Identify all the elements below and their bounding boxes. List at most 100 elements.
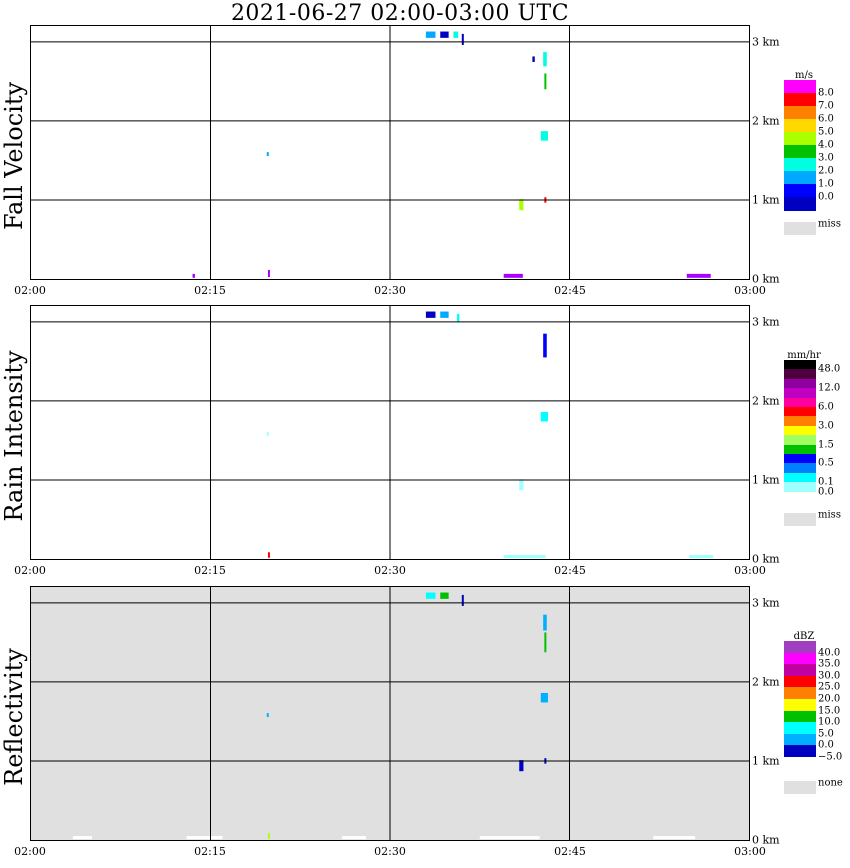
rain-intensity-panel-label: Rain Intensity bbox=[0, 350, 28, 522]
rain-intensity-echo bbox=[503, 555, 546, 559]
fall-velocity-height-tick-label: 0 km bbox=[752, 272, 780, 286]
reflectivity-echo bbox=[186, 836, 223, 840]
fall-velocity-echo bbox=[192, 273, 195, 278]
rain-intensity-height-tick-label: 1 km bbox=[752, 473, 780, 487]
reflectivity-height-tick-label: 3 km bbox=[752, 596, 780, 610]
fall-velocity-echo bbox=[461, 33, 464, 45]
rain-intensity-colorbar-unit: mm/hr bbox=[787, 350, 821, 361]
rain-intensity-echo bbox=[266, 432, 269, 437]
fall-velocity-echo bbox=[267, 269, 270, 278]
rain-intensity-x-tick-label: 02:45 bbox=[554, 564, 586, 577]
reflectivity-echo bbox=[544, 632, 547, 653]
reflectivity-colorbar-level: 30.0 bbox=[818, 670, 841, 682]
fall-velocity-colorbar-level: 3.0 bbox=[818, 152, 834, 164]
rain-intensity-colorbar-swatch bbox=[784, 397, 816, 408]
rain-intensity-colorbar-level: 6.0 bbox=[818, 401, 834, 413]
fall-velocity-colorbar-level: 2.0 bbox=[818, 165, 834, 177]
rain-intensity-colorbar-level: 12.0 bbox=[818, 382, 841, 394]
rain-intensity-echo bbox=[689, 555, 714, 559]
reflectivity-colorbar-swatch bbox=[784, 675, 816, 688]
fall-velocity-x-tick-label: 02:45 bbox=[554, 284, 586, 297]
reflectivity-colorbar-level: −5.0 bbox=[818, 751, 843, 763]
reflectivity-colorbar-swatch bbox=[784, 757, 816, 770]
reflectivity-plot-area bbox=[30, 586, 750, 841]
rain-intensity-colorbar-miss-label: miss bbox=[818, 509, 841, 521]
fall-velocity-x-tick-label: 03:00 bbox=[734, 284, 766, 297]
reflectivity-colorbar-swatch bbox=[784, 687, 816, 700]
fall-velocity-colorbar-swatch bbox=[784, 132, 816, 146]
reflectivity-svg bbox=[31, 587, 749, 840]
rain-intensity-echo bbox=[519, 479, 524, 491]
rain-intensity-colorbar-swatch bbox=[784, 425, 816, 436]
fall-velocity-colorbar-unit: m/s bbox=[795, 70, 813, 81]
reflectivity-height-tick-label: 0 km bbox=[752, 833, 780, 847]
reflectivity-echo bbox=[543, 614, 547, 631]
reflectivity-colorbar-level: 40.0 bbox=[818, 647, 841, 659]
reflectivity-echo bbox=[653, 836, 696, 840]
rain-intensity-echo bbox=[540, 411, 548, 422]
fall-velocity-plot-area bbox=[30, 25, 750, 280]
reflectivity-height-tick-label: 1 km bbox=[752, 754, 780, 768]
reflectivity-echo bbox=[519, 760, 524, 772]
rain-intensity-colorbar-level: 0.0 bbox=[818, 486, 834, 498]
rain-intensity-height-tick-label: 2 km bbox=[752, 394, 780, 408]
rain-intensity-colorbar-swatch bbox=[784, 407, 816, 417]
fall-velocity-echo bbox=[519, 199, 524, 211]
reflectivity-colorbar-swatch bbox=[784, 664, 816, 677]
reflectivity-colorbar-level: 5.0 bbox=[818, 728, 834, 740]
fall-velocity-x-tick-label: 02:15 bbox=[194, 284, 226, 297]
reflectivity-x-tick-label: 03:00 bbox=[734, 845, 766, 858]
rain-intensity-colorbar-swatch bbox=[784, 463, 816, 474]
fall-velocity-colorbar-miss-label: miss bbox=[818, 218, 841, 230]
fall-velocity-echo bbox=[453, 31, 459, 38]
fall-velocity-echo bbox=[540, 131, 548, 141]
fall-velocity-echo bbox=[686, 273, 711, 278]
rain-intensity-colorbar-swatch bbox=[784, 360, 816, 370]
fall-velocity-colorbar-level: 7.0 bbox=[818, 100, 834, 112]
rain-intensity-colorbar-swatch bbox=[784, 388, 816, 399]
fall-velocity-height-tick-label: 3 km bbox=[752, 35, 780, 49]
rain-intensity-echo bbox=[543, 333, 547, 358]
fall-velocity-colorbar-miss-swatch bbox=[784, 222, 816, 235]
fall-velocity-echo bbox=[440, 31, 449, 38]
fall-velocity-echo bbox=[503, 273, 523, 278]
rain-intensity-height-tick-label: 0 km bbox=[752, 552, 780, 566]
reflectivity-echo bbox=[479, 836, 540, 840]
fall-velocity-echo bbox=[266, 152, 269, 157]
fall-velocity-colorbar-level: 1.0 bbox=[818, 178, 834, 190]
fall-velocity-colorbar-level: 5.0 bbox=[818, 126, 834, 138]
rain-intensity-echo bbox=[267, 552, 270, 558]
fall-velocity-colorbar-swatch bbox=[784, 145, 816, 159]
fall-velocity-echo bbox=[532, 56, 535, 62]
fall-velocity-height-tick-label: 1 km bbox=[752, 193, 780, 207]
rain-intensity-colorbar-level: 0.5 bbox=[818, 457, 834, 469]
rain-intensity-colorbar-level: 48.0 bbox=[818, 363, 841, 375]
reflectivity-colorbar-level: 20.0 bbox=[818, 693, 841, 705]
rain-intensity-plot-area bbox=[30, 305, 750, 560]
reflectivity-echo bbox=[425, 592, 436, 599]
rain-intensity-colorbar-swatch bbox=[784, 444, 816, 455]
fall-velocity-colorbar-swatch bbox=[784, 80, 816, 94]
rain-intensity-x-tick-label: 03:00 bbox=[734, 564, 766, 577]
rain-intensity-colorbar-swatch bbox=[784, 472, 816, 483]
fall-velocity-colorbar-level: 0.0 bbox=[818, 191, 834, 203]
reflectivity-colorbar-miss-label: none bbox=[818, 777, 843, 789]
reflectivity-colorbar-swatch bbox=[784, 710, 816, 723]
rain-intensity-colorbar-miss-swatch bbox=[784, 513, 816, 526]
fall-velocity-panel: Fall Velocity 02:00 02:15 02:30 02:45 03:00 3 … bbox=[0, 20, 850, 300]
rain-intensity-colorbar-swatch bbox=[784, 378, 816, 389]
rain-intensity-height-tick-label: 3 km bbox=[752, 315, 780, 329]
rain-intensity-colorbar-swatch bbox=[784, 369, 816, 380]
reflectivity-echo bbox=[342, 836, 367, 840]
rain-intensity-echo bbox=[440, 311, 449, 318]
rain-intensity-x-tick-label: 02:15 bbox=[194, 564, 226, 577]
reflectivity-colorbar-swatch bbox=[784, 699, 816, 712]
reflectivity-colorbar-level: 25.0 bbox=[818, 681, 841, 693]
rain-intensity-colorbar-level: 3.0 bbox=[818, 420, 834, 432]
fall-velocity-echo bbox=[425, 31, 436, 38]
fall-velocity-svg bbox=[31, 26, 749, 279]
reflectivity-panel-label: Reflectivity bbox=[0, 648, 28, 786]
reflectivity-panel: Reflectivity 02:00 02:15 02:30 02:45 03:00 3 k… bbox=[0, 581, 850, 861]
fall-velocity-x-tick-label: 02:30 bbox=[374, 284, 406, 297]
reflectivity-colorbar-swatch bbox=[784, 745, 816, 758]
